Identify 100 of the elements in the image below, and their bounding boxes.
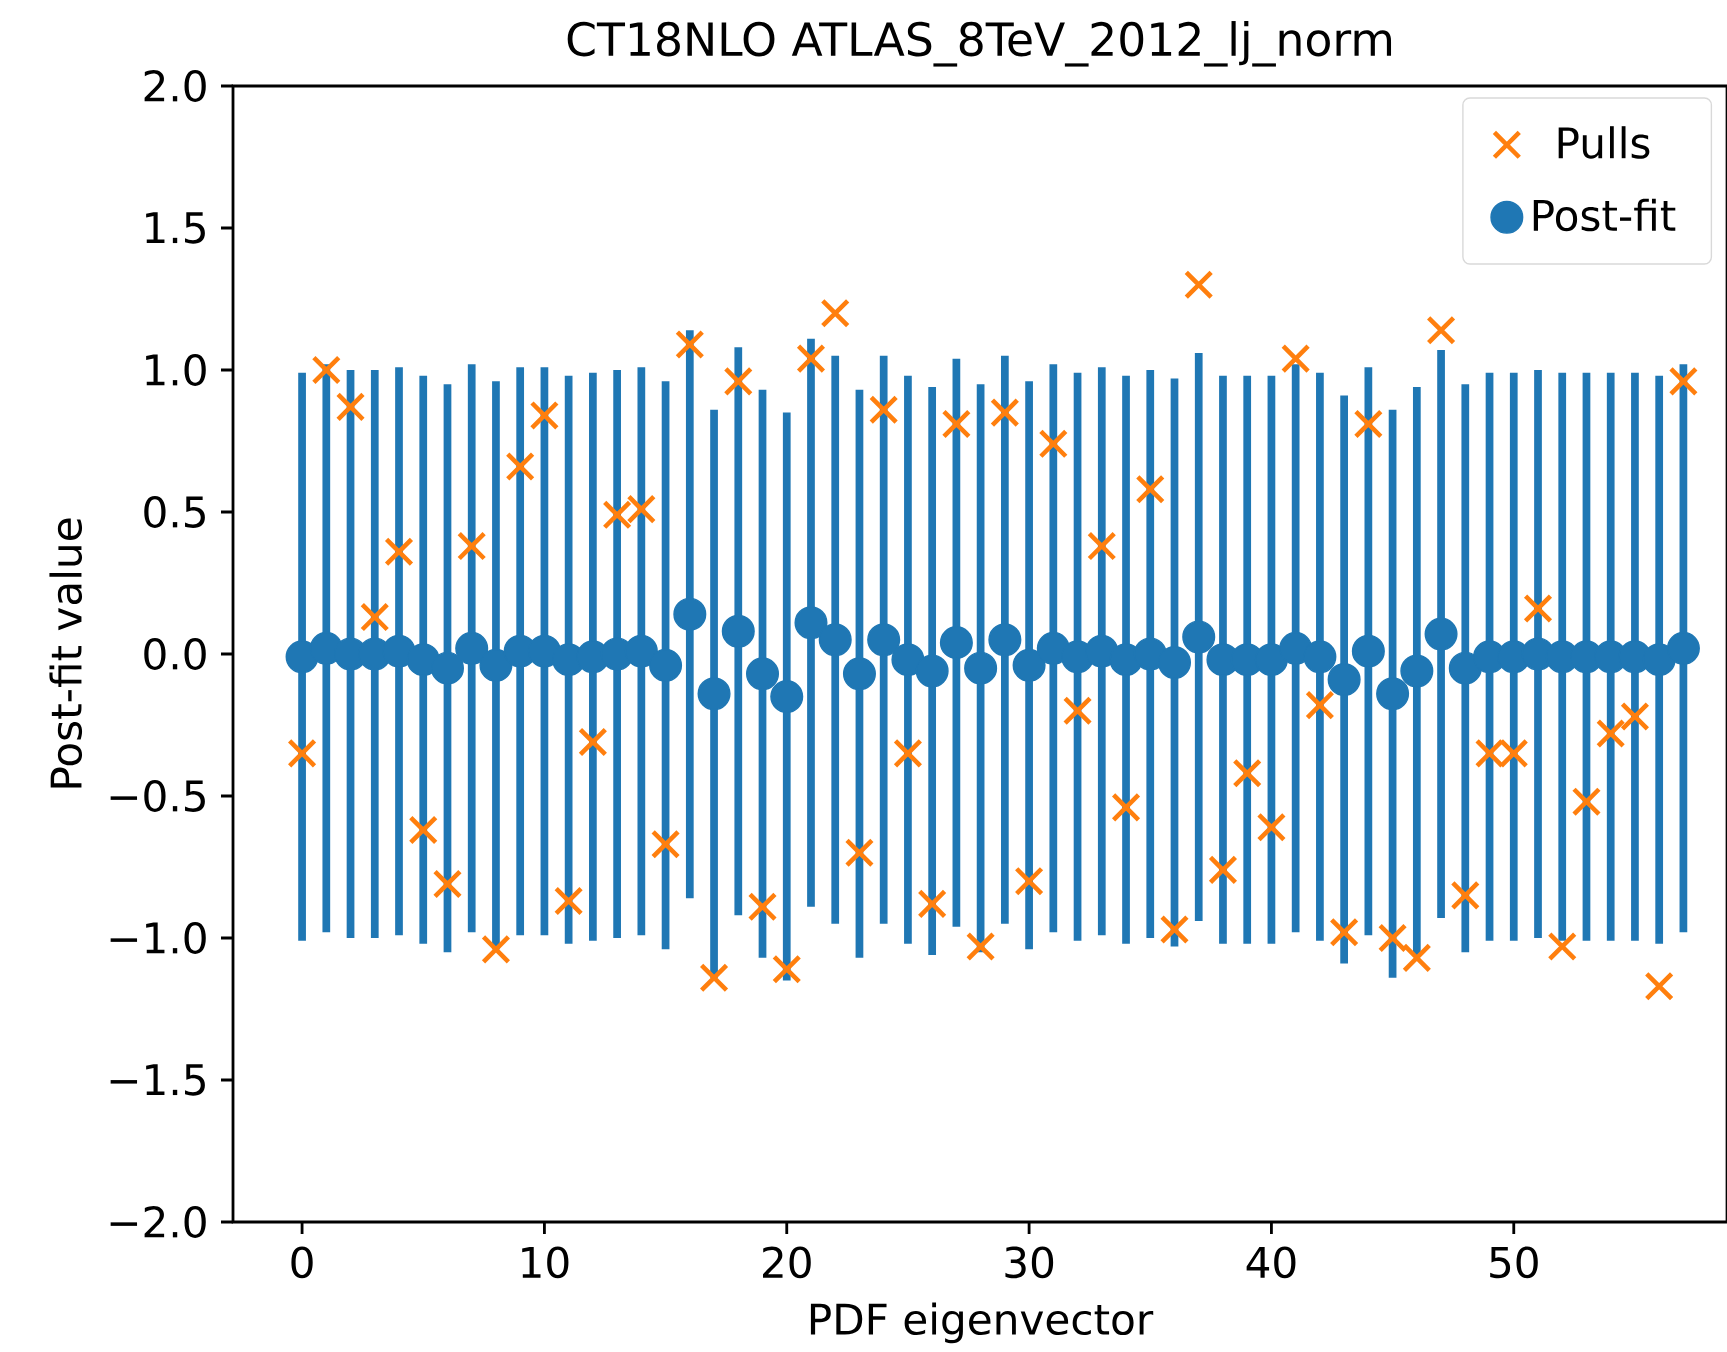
x-tick-label: 20: [763, 1246, 811, 1279]
point: [1376, 677, 1410, 711]
point: [1450, 880, 1481, 911]
point: [1448, 651, 1482, 685]
x-tick-label: 30: [1005, 1246, 1054, 1279]
point: [1668, 366, 1699, 397]
y-tick-label: −0.5: [110, 780, 205, 812]
point: [868, 395, 899, 425]
point: [408, 815, 438, 845]
point: [1256, 812, 1287, 842]
point: [721, 614, 755, 648]
point: [988, 623, 1022, 657]
point: [1111, 792, 1141, 823]
y-tick-label: 2.0: [144, 70, 206, 102]
y-tick-label: 1.5: [146, 212, 205, 244]
point: [578, 727, 608, 757]
point: [1087, 531, 1117, 561]
point: [772, 954, 802, 984]
point: [673, 597, 707, 631]
point: [820, 298, 850, 328]
point: [1062, 696, 1093, 726]
point: [1329, 917, 1359, 948]
point: [1644, 971, 1674, 1001]
y-tick-label: −2.0: [110, 1206, 206, 1238]
point: [770, 680, 804, 714]
legend-label: Post-fit: [1533, 198, 1676, 232]
point: [1595, 718, 1626, 749]
point: [624, 634, 658, 668]
point: [939, 626, 973, 660]
point: [1305, 690, 1335, 720]
chart-title: CT18NLO ATLAS_8TeV_2012_lj_norm: [567, 21, 1392, 67]
point: [311, 355, 342, 385]
point: [1571, 786, 1602, 817]
point: [335, 392, 366, 422]
point: [456, 531, 487, 561]
point: [745, 657, 780, 691]
point: [1523, 593, 1553, 624]
point: [649, 648, 683, 682]
point: [1547, 931, 1577, 962]
point: [891, 643, 925, 677]
point: [1012, 648, 1046, 682]
x-tick-label: 10: [522, 1246, 569, 1279]
y-tick-label: −1.5: [110, 1064, 205, 1096]
point: [964, 651, 998, 685]
point: [1182, 620, 1216, 654]
point: [1666, 631, 1700, 665]
point: [794, 606, 828, 640]
point: [1038, 429, 1069, 459]
point: [455, 631, 489, 665]
point: [479, 648, 513, 682]
point: [1620, 701, 1650, 732]
point: [1184, 270, 1214, 300]
point: [915, 654, 949, 688]
point: [384, 537, 414, 567]
point: [360, 602, 390, 632]
point: [747, 892, 778, 922]
point: [818, 623, 852, 657]
y-tick-label: 0.0: [144, 638, 206, 670]
y-axis-title: Post-fit value: [49, 518, 83, 788]
point: [697, 677, 731, 711]
y-tick-label: 0.5: [144, 496, 205, 528]
x-tick-label: 40: [1246, 1246, 1296, 1279]
point: [1426, 315, 1456, 345]
point: [1377, 923, 1408, 953]
point: [430, 651, 464, 685]
point: [1208, 855, 1238, 885]
point: [796, 343, 826, 374]
point: [1327, 663, 1361, 697]
point: [1157, 645, 1192, 680]
point: [867, 623, 901, 657]
point: [1424, 617, 1458, 651]
x-tick-label: 50: [1490, 1246, 1538, 1279]
point: [505, 451, 535, 482]
point: [553, 886, 584, 916]
point: [965, 931, 996, 962]
point: [675, 329, 705, 360]
point: [917, 889, 947, 919]
point: [1232, 758, 1262, 788]
point: [893, 738, 923, 769]
point: [699, 963, 729, 993]
point: [842, 657, 876, 691]
x-axis-title: PDF eigenvector: [810, 1302, 1154, 1344]
point: [941, 409, 972, 439]
point: [1351, 634, 1385, 668]
point: [990, 397, 1020, 428]
point: [650, 829, 681, 859]
point: [723, 366, 753, 397]
point: [1400, 654, 1434, 688]
point: [1402, 943, 1432, 973]
point: [1159, 914, 1190, 945]
point: [1014, 866, 1044, 896]
legend-label: Pulls: [1558, 126, 1650, 159]
point: [1353, 409, 1384, 439]
y-tick-label: 1.0: [146, 354, 206, 386]
point: [287, 738, 317, 769]
point: [529, 400, 560, 431]
y-tick-label: −1.0: [110, 922, 206, 954]
point: [1135, 474, 1165, 504]
point: [844, 838, 875, 868]
point: [481, 934, 511, 965]
